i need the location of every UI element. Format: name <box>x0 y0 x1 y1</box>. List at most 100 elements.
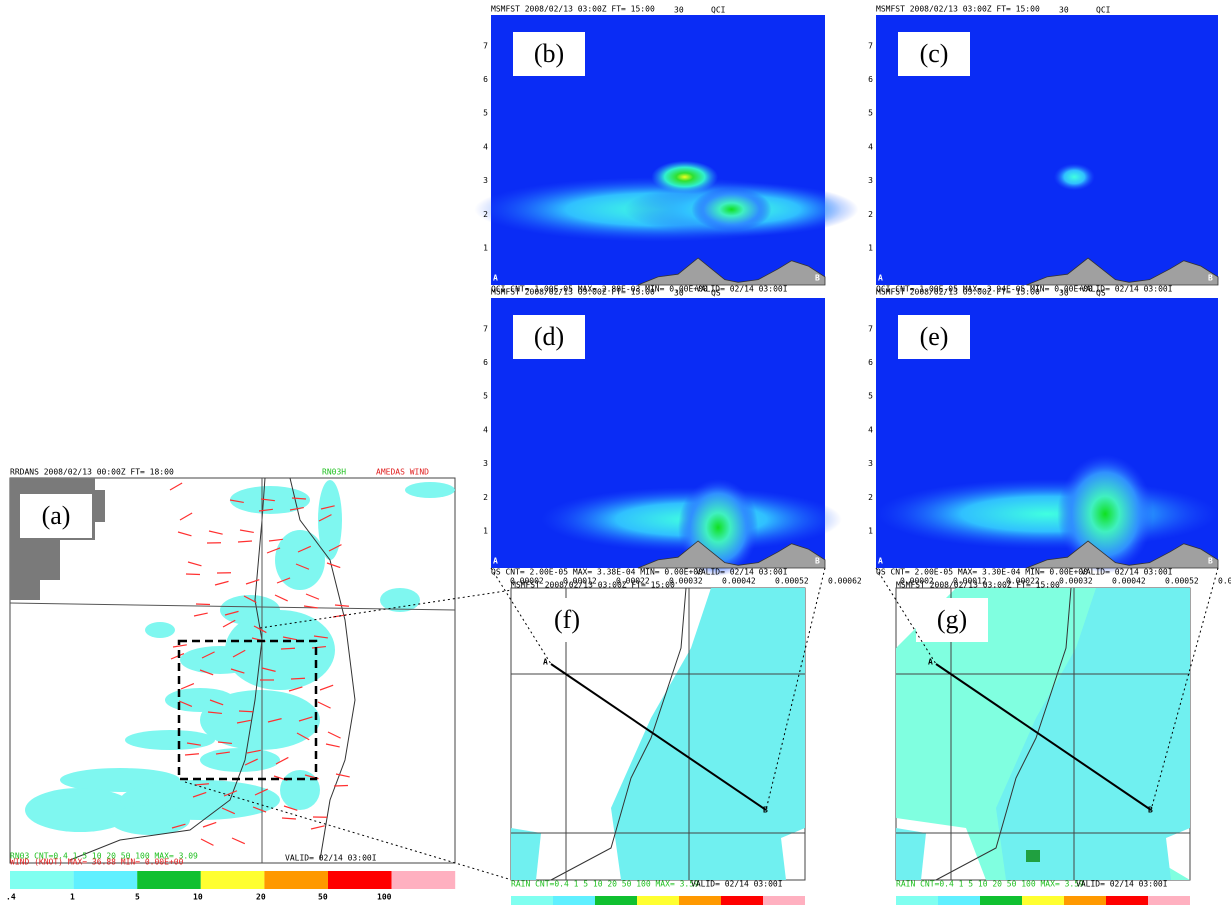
colorbar-segment <box>1148 896 1190 905</box>
panel-label: (g) <box>937 605 967 634</box>
level: 30 <box>674 289 684 298</box>
precip-area <box>125 730 215 750</box>
precip-area <box>896 828 926 880</box>
footer: RAIN CNT=0.4 1 5 10 20 50 100 MAX= 3.59 <box>511 880 699 889</box>
wind-barb <box>239 711 253 712</box>
footer: WIND (KNOT) MAX= 36.88 MIN= 0.00E+00 <box>10 858 184 867</box>
section-header: MSMFST 2008/02/13 03:00Z FT= 15:00 <box>876 5 1040 14</box>
colorbar-label: 20 <box>256 893 266 902</box>
height-tick: 7 <box>483 41 488 50</box>
panel-label: (c) <box>920 39 949 68</box>
level: 30 <box>674 6 684 15</box>
figure: RRDANS 2008/02/13 00:00Z FT= 18:00RN03HA… <box>0 0 1231 906</box>
colorbar-segment <box>553 896 595 905</box>
colorbar-segment <box>1022 896 1064 905</box>
field-name: QS <box>711 289 721 298</box>
footer: QS CNT= 2.00E-05 MAX= 3.38E-04 MIN= 0.00… <box>491 568 703 577</box>
colorbar-segment <box>392 871 456 889</box>
wind-barb <box>291 678 305 679</box>
panel-label: (d) <box>534 322 564 351</box>
field-name: RN03H <box>322 468 346 477</box>
precip-area <box>200 748 280 772</box>
colorbar-segment <box>1106 896 1148 905</box>
height-tick: 4 <box>483 425 488 434</box>
precip-core <box>1026 850 1040 862</box>
concentration-area <box>876 479 1218 549</box>
colorbar-label: 100 <box>377 893 392 902</box>
colorbar-segment <box>896 896 938 905</box>
colorbar-label: 0.00052 <box>1165 577 1199 586</box>
footer: RAIN CNT=0.4 1 5 10 20 50 100 MAX= 3.59 <box>896 880 1084 889</box>
height-tick: 5 <box>483 109 488 118</box>
end-label: B <box>815 557 820 566</box>
colorbar-segment <box>264 871 328 889</box>
map-header: MSMFST 2008/02/13 03:00Z FT= 15:00 <box>511 581 675 590</box>
level: 30 <box>1059 6 1069 15</box>
end-label: B <box>815 274 820 283</box>
valid-time: VALID= 02/14 03:00I <box>696 568 788 577</box>
end-label: B <box>1208 557 1213 566</box>
end-label: A <box>878 557 883 566</box>
valid-time: VALID= 02/14 03:00I <box>1076 880 1168 889</box>
precip-area <box>110 805 190 835</box>
section-header: MSMFST 2008/02/13 03:00Z FT= 15:00 <box>876 288 1040 297</box>
wind-barb <box>281 648 295 649</box>
height-tick: 3 <box>868 459 873 468</box>
colorbar-segment <box>679 896 721 905</box>
height-tick: 5 <box>868 392 873 401</box>
section-header: MSMFST 2008/02/13 03:00Z FT= 15:00 <box>491 5 655 14</box>
height-tick: 6 <box>483 358 488 367</box>
valid-time: VALID= 02/14 03:00I <box>696 285 788 294</box>
colorbar-segment <box>763 896 805 905</box>
colorbar-segment <box>201 871 265 889</box>
colorbar-label: 0.00042 <box>722 577 756 586</box>
colorbar-segment <box>137 871 201 889</box>
concentration-area <box>1054 164 1095 191</box>
height-tick: 4 <box>483 142 488 151</box>
height-tick: 3 <box>483 176 488 185</box>
height-tick: 2 <box>483 493 488 502</box>
height-tick: 6 <box>868 75 873 84</box>
height-tick: 3 <box>483 459 488 468</box>
field-name: QCI <box>711 6 726 15</box>
end-label: A <box>493 274 498 283</box>
precip-area <box>405 482 455 498</box>
precip-area <box>280 770 320 810</box>
colorbar-label: 0.00042 <box>1112 577 1146 586</box>
end-label: A <box>878 274 883 283</box>
height-tick: 1 <box>483 244 488 253</box>
panel-label: (e) <box>920 322 949 351</box>
concentration-area <box>691 188 771 231</box>
valid-time: VALID= 02/14 03:00I <box>285 854 377 863</box>
height-tick: 7 <box>483 324 488 333</box>
height-tick: 4 <box>868 142 873 151</box>
precip-area <box>380 588 420 612</box>
colorbar-label: 0.00062 <box>828 577 862 586</box>
height-tick: 2 <box>483 210 488 219</box>
colorbar-label: 5 <box>135 893 140 902</box>
map-header: MSMFST 2008/02/13 03:00Z FT= 15:00 <box>896 581 1060 590</box>
panel-label: (b) <box>534 39 564 68</box>
end-label: A <box>493 557 498 566</box>
height-tick: 4 <box>868 425 873 434</box>
colorbar-segment <box>595 896 637 905</box>
height-tick: 3 <box>868 176 873 185</box>
height-tick: 7 <box>868 324 873 333</box>
height-tick: 1 <box>868 527 873 536</box>
valid-time: VALID= 02/14 03:00I <box>691 880 783 889</box>
precip-area <box>145 622 175 638</box>
level: 30 <box>1059 289 1069 298</box>
colorbar-label: 10 <box>193 893 203 902</box>
concentration-area <box>651 161 718 193</box>
colorbar-label: 1 <box>70 893 75 902</box>
height-tick: 1 <box>483 527 488 536</box>
colorbar-segment <box>938 896 980 905</box>
colorbar-segment <box>328 871 392 889</box>
colorbar-segment <box>10 871 74 889</box>
colorbar-label: 50 <box>318 893 328 902</box>
height-tick: 7 <box>868 41 873 50</box>
colorbar-label: 0.00062 <box>1218 577 1231 586</box>
precip-area <box>511 828 541 880</box>
colorbar-label: 0.00052 <box>775 577 809 586</box>
colorbar-label: .4 <box>6 893 16 902</box>
